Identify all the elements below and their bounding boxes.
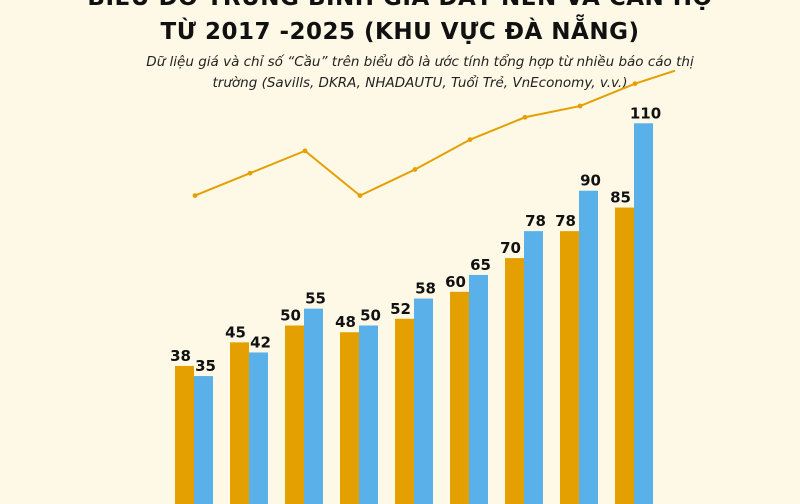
bar-series-2-1 (249, 352, 268, 504)
bar-series-1-6 (505, 258, 524, 504)
value-label-series-1-6: 70 (500, 239, 521, 257)
demand-point-4 (412, 167, 418, 172)
demand-point-1 (247, 170, 253, 176)
demand-point-8 (632, 81, 638, 87)
value-label-series-2-3: 50 (360, 307, 381, 325)
bar-series-1-2 (285, 325, 304, 504)
value-label-series-1-1: 45 (225, 323, 246, 341)
value-label-series-1-4: 52 (390, 300, 411, 318)
demand-point-5 (467, 137, 473, 143)
bar-series-1-5 (450, 291, 469, 504)
demand-point-2 (302, 148, 308, 154)
demand-point-6 (522, 114, 528, 120)
bar-series-2-3 (359, 325, 378, 504)
chart-title-line-1: BIỂU ĐỒ TRUNG BÌNH GIÁ ĐẤT NỀN VÀ CĂN HỘ (0, 0, 800, 11)
value-label-series-1-3: 48 (335, 313, 356, 331)
value-label-series-1-7: 78 (555, 212, 576, 230)
value-label-series-1-8: 85 (610, 189, 631, 207)
bar-series-1-7 (560, 231, 579, 504)
value-label-series-2-1: 42 (250, 333, 271, 351)
demand-point-3 (357, 193, 363, 199)
demand-line (194, 69, 676, 197)
bar-group (175, 123, 653, 504)
value-label-series-2-8: 110 (630, 104, 661, 122)
bar-series-2-5 (469, 274, 488, 504)
bar-series-1-3 (340, 332, 359, 504)
demand-point-7 (577, 103, 583, 109)
bar-series-1-0 (175, 365, 194, 504)
value-label-series-2-0: 35 (195, 357, 216, 375)
demand-line-group (192, 69, 676, 199)
value-label-series-2-5: 65 (470, 256, 491, 274)
value-label-series-1-2: 50 (280, 307, 301, 325)
value-label-series-1-5: 60 (445, 273, 466, 291)
bar-series-2-7 (579, 190, 598, 504)
chart-subtitle: Dữ liệu giá và chỉ số “Cầu” trên biểu đồ… (146, 54, 694, 91)
bar-series-2-8 (634, 123, 653, 504)
value-label-series-2-4: 58 (415, 280, 436, 298)
bar-series-2-0 (194, 376, 213, 504)
value-label-series-1-0: 38 (170, 347, 191, 365)
bar-series-2-6 (524, 231, 543, 504)
bar-series-1-8 (615, 207, 634, 504)
bar-series-2-2 (304, 308, 323, 504)
value-label-series-2-7: 90 (580, 172, 601, 190)
demand-point-0 (192, 193, 198, 199)
value-label-series-2-6: 78 (525, 212, 546, 230)
bar-series-1-1 (230, 342, 249, 504)
chart-title-line-2: TỪ 2017 -2025 (KHU VỰC ĐÀ NẴNG) (160, 19, 640, 45)
bar-series-2-4 (414, 298, 433, 504)
value-label-series-2-2: 55 (305, 290, 326, 308)
bar-series-1-4 (395, 318, 414, 504)
